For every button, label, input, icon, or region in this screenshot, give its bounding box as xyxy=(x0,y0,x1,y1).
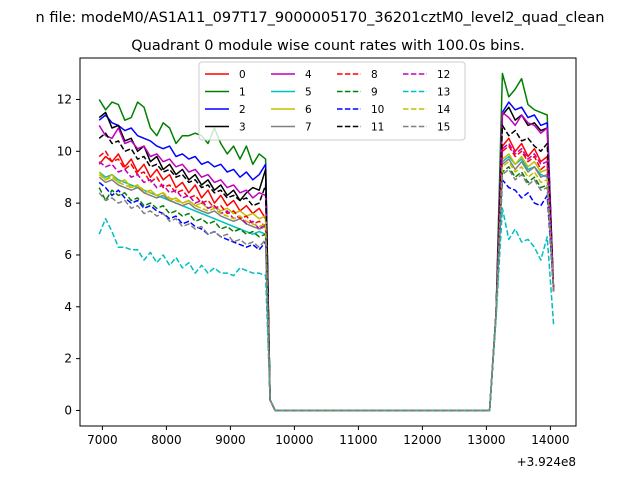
series-line-0 xyxy=(98,137,555,412)
y-tick-label: 0 xyxy=(64,403,72,417)
legend-label-4: 4 xyxy=(305,69,312,81)
x-tick-label: 14000 xyxy=(531,433,569,447)
series-line-12 xyxy=(98,142,555,412)
series-line-7 xyxy=(98,158,555,412)
y-tick-label: 8 xyxy=(64,196,72,210)
x-tick-label: 9000 xyxy=(215,433,246,447)
y-tick-label: 6 xyxy=(64,248,72,262)
series-line-6 xyxy=(98,153,555,412)
legend-label-15: 15 xyxy=(437,122,450,134)
series-line-10 xyxy=(98,179,555,412)
x-offset-label: +3.924e8 xyxy=(517,455,576,469)
series-line-2 xyxy=(98,101,555,412)
x-tick-label: 12000 xyxy=(403,433,441,447)
legend-label-14: 14 xyxy=(437,104,451,116)
legend-label-6: 6 xyxy=(305,104,312,116)
chart-title: Quadrant 0 module wise count rates with … xyxy=(131,38,525,54)
series-line-4 xyxy=(98,111,555,412)
x-tick-label: 7000 xyxy=(87,433,118,447)
axis-layer: 7000 8000 9000 10000 11000 12000 13000 14000 0 2 4… xyxy=(57,92,570,447)
series-layer xyxy=(98,72,555,412)
y-tick-label: 12 xyxy=(57,92,72,106)
figure-suptitle: n file: modeM0/AS1A11_097T17_9000005170_… xyxy=(36,10,605,26)
series-line-1 xyxy=(98,72,555,412)
plot-frame xyxy=(79,57,577,427)
series-line-9 xyxy=(98,166,555,412)
x-tick-label: 10000 xyxy=(275,433,313,447)
series-line-15 xyxy=(98,168,555,412)
legend-box xyxy=(198,61,466,141)
series-line-13 xyxy=(98,207,555,412)
x-tick-label: 13000 xyxy=(467,433,505,447)
x-tick-label: 11000 xyxy=(339,433,377,447)
legend-label-3: 3 xyxy=(239,122,246,134)
legend-label-9: 9 xyxy=(371,87,378,99)
series-line-14 xyxy=(98,160,555,412)
legend-label-8: 8 xyxy=(371,69,378,81)
legend-label-13: 13 xyxy=(437,87,450,99)
legend-label-12: 12 xyxy=(437,69,450,81)
legend-label-10: 10 xyxy=(371,104,384,116)
legend-label-5: 5 xyxy=(305,87,312,99)
series-line-5 xyxy=(98,155,555,412)
legend-label-11: 11 xyxy=(371,122,384,134)
series-line-8 xyxy=(98,145,555,412)
y-tick-label: 4 xyxy=(64,300,72,314)
series-line-3 xyxy=(98,106,555,412)
legend-label-7: 7 xyxy=(305,122,312,134)
series-line-11 xyxy=(98,124,555,412)
y-tick-label: 10 xyxy=(57,144,72,158)
legend-label-2: 2 xyxy=(239,104,246,116)
legend-label-1: 1 xyxy=(239,87,246,99)
x-tick-label: 8000 xyxy=(151,433,182,447)
legend-label-0: 0 xyxy=(239,69,246,81)
y-tick-label: 2 xyxy=(64,352,72,366)
